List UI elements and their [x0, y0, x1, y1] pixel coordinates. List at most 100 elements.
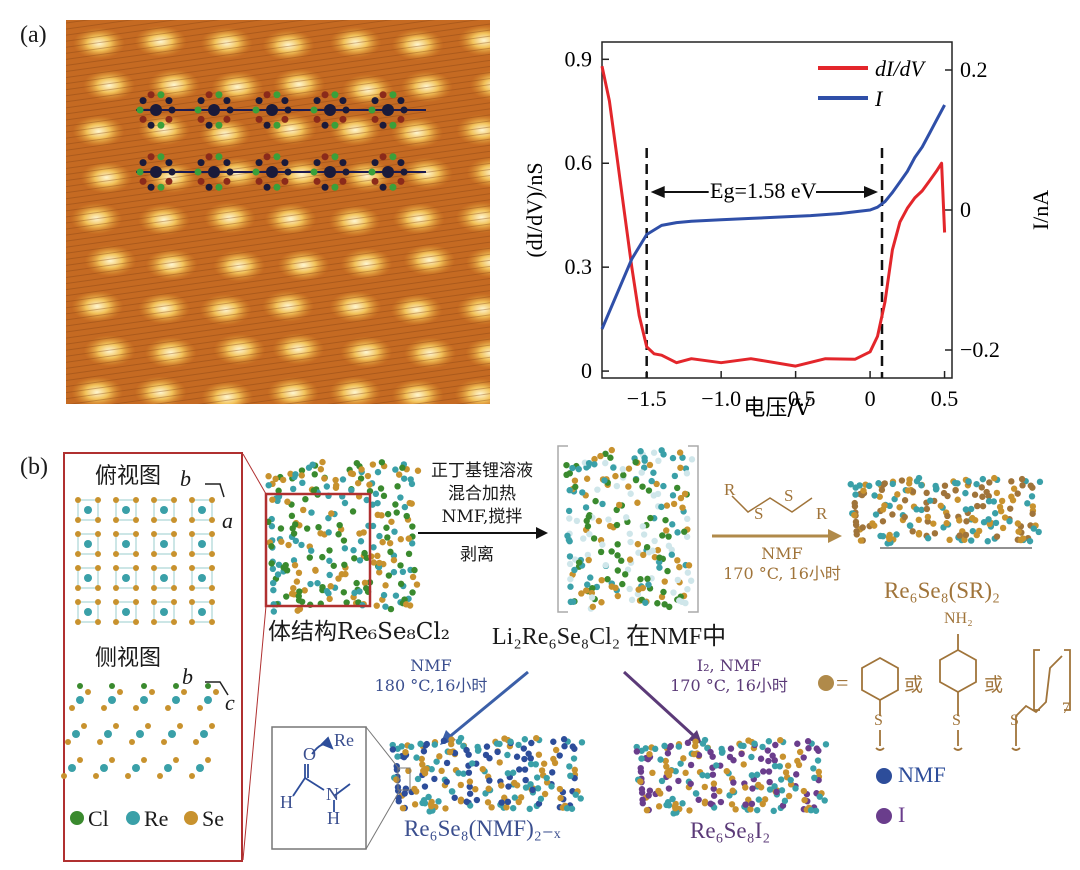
slab-atom: [674, 557, 681, 564]
slab-atom: [382, 603, 389, 610]
slab-atom: [572, 791, 579, 798]
slab-atom: [384, 534, 391, 541]
slab-atom: [723, 767, 730, 775]
slab-atom: [993, 489, 1001, 497]
cluster-atom: [368, 106, 376, 114]
slab-atom: [993, 533, 1001, 540]
slab-atom: [618, 557, 625, 564]
slab-atom: [683, 470, 691, 477]
slab-atom: [585, 459, 593, 467]
se-atom: [151, 551, 157, 557]
slab-atom: [330, 562, 337, 569]
slab-atom: [566, 553, 574, 560]
se-atom: [113, 565, 119, 571]
ligand-s-3: S: [1010, 712, 1019, 729]
re-atom: [122, 540, 130, 548]
se-atom: [171, 551, 177, 557]
se-atom: [95, 551, 101, 557]
slab-atom: [909, 528, 916, 535]
cluster-atom: [215, 121, 223, 129]
slab-atom: [985, 516, 992, 523]
slab-atom: [692, 790, 700, 797]
slab-atom: [484, 799, 492, 806]
slab-atom: [351, 555, 358, 562]
slab-atom: [496, 759, 503, 766]
se-atom: [61, 773, 67, 779]
slab-atom: [677, 760, 684, 767]
se-atom: [151, 497, 157, 503]
slab-atom: [522, 776, 529, 784]
slab-atom: [538, 767, 546, 774]
slab-atom: [533, 734, 540, 742]
slab-atom: [674, 484, 681, 492]
slab-atom: [707, 748, 714, 756]
slab-atom: [336, 521, 343, 529]
cl-atom: [77, 683, 83, 689]
slab-atom: [333, 482, 340, 489]
slab-atom: [370, 544, 377, 551]
re-atom: [164, 764, 172, 772]
slab-atom: [956, 532, 963, 539]
slab-atom: [275, 561, 283, 568]
slab-atom: [401, 790, 408, 797]
slab-atom: [678, 598, 686, 606]
y-left-tick-label: 0.9: [565, 46, 593, 71]
slab-atom: [707, 800, 714, 807]
cluster-atom: [197, 97, 205, 105]
slab-atom: [638, 789, 646, 796]
ligand-or-2: 或: [984, 674, 1004, 696]
slab-atom: [661, 601, 668, 608]
side-view-label: 侧视图: [95, 646, 162, 671]
slab-atom: [923, 505, 931, 513]
slab-atom: [701, 783, 709, 791]
slab-atom: [353, 579, 360, 587]
slab-atom: [1001, 514, 1009, 521]
slab-atom: [387, 548, 394, 556]
slab-atom: [438, 767, 445, 775]
slab-atom: [443, 778, 450, 785]
thiol-conditions: NMF 170 °C, 16小时: [723, 544, 841, 583]
slab-atom: [894, 491, 901, 498]
slab-atom: [753, 806, 761, 814]
slab-atom: [584, 581, 591, 588]
slab-atom: [1018, 475, 1026, 483]
slab-atom: [395, 471, 403, 478]
slab-atom: [402, 601, 410, 608]
slab-atom: [893, 531, 900, 538]
slab-atom: [918, 506, 925, 514]
cluster-atom: [281, 159, 289, 167]
slab-atom: [777, 736, 784, 744]
slab-atom: [690, 750, 698, 758]
slab-atom: [915, 516, 923, 524]
slab-atom: [635, 549, 642, 556]
slab-atom: [638, 469, 645, 476]
slab-atom: [713, 762, 720, 769]
slab-atom: [852, 521, 860, 529]
slab-atom: [312, 566, 319, 574]
slab-atom: [878, 486, 886, 494]
slab-atom: [311, 471, 318, 478]
cluster-atom: [400, 168, 408, 176]
slab-atom: [591, 461, 598, 468]
x-tick-label: −1.0: [701, 386, 741, 411]
slab-atom: [408, 480, 416, 488]
slab-atom: [374, 468, 382, 476]
slab-atom: [296, 605, 304, 613]
slab-atom: [373, 602, 380, 609]
cluster-atom: [157, 183, 165, 191]
slab-atom: [661, 578, 668, 585]
se-atom: [133, 517, 139, 523]
slab-atom: [278, 538, 285, 545]
se-atom: [133, 497, 139, 503]
slab-atom: [457, 781, 465, 789]
slab-atom: [504, 798, 512, 806]
se-atom: [145, 723, 151, 729]
slab-atom: [343, 599, 350, 606]
slab-atom: [651, 553, 659, 561]
slab-atom: [479, 765, 486, 773]
re-atom: [132, 764, 140, 772]
slab-atom: [610, 464, 617, 471]
slab-atom: [310, 487, 318, 494]
slab-atom: [348, 486, 355, 494]
se-atom: [133, 565, 139, 571]
